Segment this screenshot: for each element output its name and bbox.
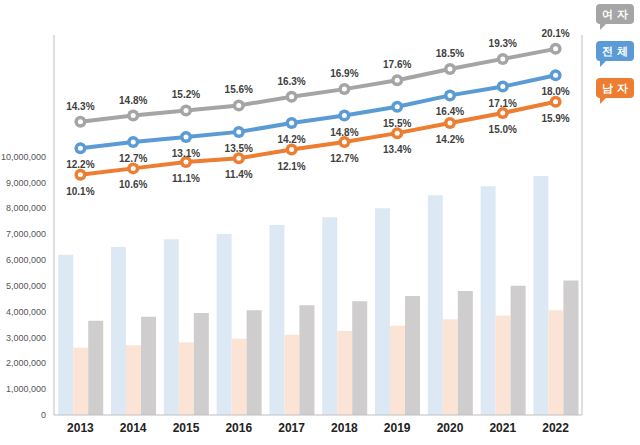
html-text:전 체: 전 체 — [602, 45, 628, 57]
svg-text:2,000,000: 2,000,000 — [8, 358, 46, 368]
svg-text:12.1%: 12.1% — [277, 161, 305, 172]
svg-text:4,000,000: 4,000,000 — [8, 307, 46, 317]
svg-text:2020: 2020 — [437, 421, 464, 435]
svg-text:11.1%: 11.1% — [172, 173, 200, 184]
svg-text:5,000,000: 5,000,000 — [8, 281, 46, 291]
svg-text:14.8%: 14.8% — [330, 127, 358, 138]
svg-text:13.5%: 13.5% — [225, 143, 253, 154]
svg-text:16.9%: 16.9% — [330, 68, 358, 79]
svg-text:12.2%: 12.2% — [66, 159, 94, 170]
svg-text:20.1%: 20.1% — [541, 28, 569, 39]
svg-text:1,000,000: 1,000,000 — [8, 384, 46, 394]
svg-text:2016: 2016 — [225, 421, 252, 435]
svg-text:0: 0 — [41, 410, 46, 420]
html-text:남 자: 남 자 — [602, 82, 628, 94]
svg-text:18.0%: 18.0% — [541, 86, 569, 97]
svg-text:2014: 2014 — [120, 421, 147, 435]
svg-text:16.3%: 16.3% — [277, 76, 305, 87]
svg-text:2013: 2013 — [67, 421, 94, 435]
svg-text:11.4%: 11.4% — [225, 169, 253, 180]
svg-text:10.1%: 10.1% — [66, 186, 94, 197]
svg-text:15.6%: 15.6% — [225, 84, 253, 95]
svg-text:15.5%: 15.5% — [383, 118, 411, 129]
svg-text:15.9%: 15.9% — [541, 113, 569, 124]
svg-text:8,000,000: 8,000,000 — [8, 203, 46, 213]
svg-text:13.1%: 13.1% — [172, 148, 200, 159]
svg-text:14.3%: 14.3% — [66, 101, 94, 112]
svg-text:17.1%: 17.1% — [489, 98, 517, 109]
svg-text:2022: 2022 — [542, 421, 569, 435]
svg-text:12.7%: 12.7% — [330, 153, 358, 164]
svg-text:15.0%: 15.0% — [489, 124, 517, 135]
svg-text:15.2%: 15.2% — [172, 89, 200, 100]
svg-text:7,000,000: 7,000,000 — [8, 229, 46, 239]
html-text:여 자: 여 자 — [602, 8, 628, 20]
svg-text:14.2%: 14.2% — [277, 134, 305, 145]
svg-text:17.6%: 17.6% — [383, 59, 411, 70]
svg-text:2021: 2021 — [489, 421, 516, 435]
svg-text:12.7%: 12.7% — [119, 153, 147, 164]
svg-text:2018: 2018 — [331, 421, 358, 435]
svg-text:16.4%: 16.4% — [436, 106, 464, 117]
svg-text:10.6%: 10.6% — [119, 179, 147, 190]
svg-text:10,000,000: 10,000,000 — [8, 152, 46, 162]
svg-text:6,000,000: 6,000,000 — [8, 255, 46, 265]
svg-text:13.4%: 13.4% — [383, 144, 411, 155]
svg-text:2017: 2017 — [278, 421, 305, 435]
svg-text:3,000,000: 3,000,000 — [8, 333, 46, 343]
svg-text:19.3%: 19.3% — [489, 38, 517, 49]
svg-text:2019: 2019 — [384, 421, 411, 435]
svg-text:14.8%: 14.8% — [119, 95, 147, 106]
svg-text:14.2%: 14.2% — [436, 134, 464, 145]
svg-text:2015: 2015 — [173, 421, 200, 435]
svg-text:9,000,000: 9,000,000 — [8, 178, 46, 188]
svg-text:18.5%: 18.5% — [436, 48, 464, 59]
